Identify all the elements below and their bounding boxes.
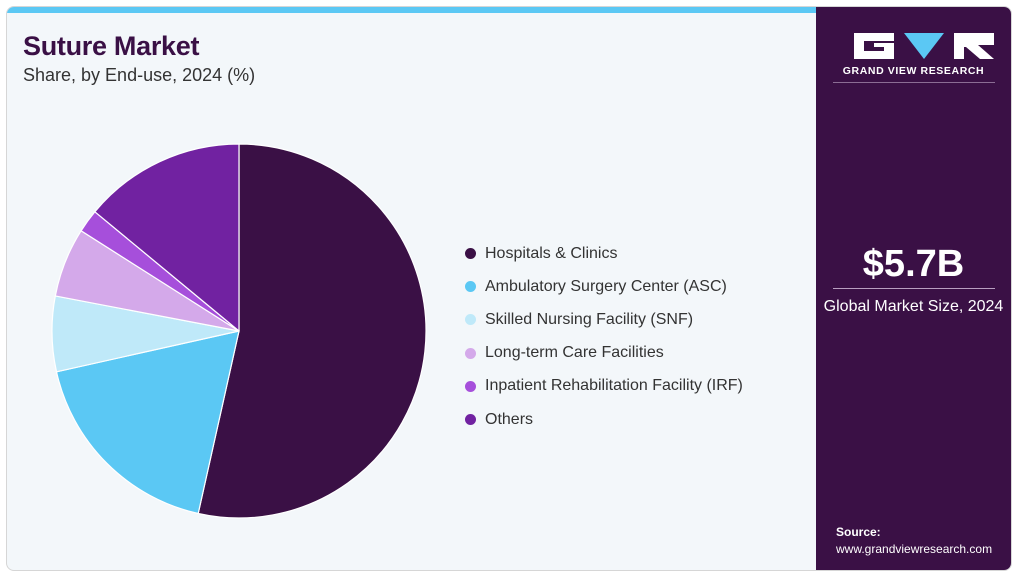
brand-name: GRAND VIEW RESEARCH <box>842 65 985 77</box>
legend-item: Inpatient Rehabilitation Facility (IRF) <box>465 370 743 403</box>
legend-item: Long-term Care Facilities <box>465 337 743 370</box>
chart-subtitle: Share, by End-use, 2024 (%) <box>23 65 256 85</box>
pie-slice <box>94 143 240 333</box>
pie-chart <box>51 143 427 519</box>
legend-label: Ambulatory Surgery Center (ASC) <box>485 277 727 295</box>
market-size-divider <box>833 288 995 289</box>
legend-label: Hospitals & Clinics <box>485 244 618 262</box>
legend-swatch <box>465 248 476 260</box>
market-size-value: $5.7B <box>862 243 965 285</box>
chart-legend: Hospitals & Clinics Ambulatory Surgery Ce… <box>465 237 743 436</box>
legend-swatch <box>465 281 476 293</box>
chart-title: Suture Market <box>23 31 200 61</box>
source-link[interactable]: www.grandviewresearch.com <box>836 542 993 556</box>
legend-label: Inpatient Rehabilitation Facility (IRF) <box>485 377 743 395</box>
legend-label: Others <box>485 410 534 428</box>
chart-card: Suture Market Share, by End-use, 2024 (%… <box>6 6 1012 571</box>
info-panel: GRAND VIEW RESEARCH $5.7B Global Market … <box>816 7 1011 570</box>
market-size-label: Global Market Size, 2024 <box>823 298 1004 315</box>
brand-divider <box>833 82 995 83</box>
legend-item: Skilled Nursing Facility (SNF) <box>465 303 743 336</box>
legend-label: Skilled Nursing Facility (SNF) <box>485 310 694 328</box>
legend-label: Long-term Care Facilities <box>485 344 664 362</box>
pie-slice <box>55 330 240 515</box>
legend-swatch <box>465 347 476 359</box>
legend-swatch <box>465 314 476 326</box>
legend-item: Others <box>465 403 743 436</box>
legend-swatch <box>465 380 476 392</box>
source-label: Source: <box>836 525 881 539</box>
legend-swatch <box>465 414 476 426</box>
gvr-logo-icon <box>854 33 994 59</box>
legend-item: Ambulatory Surgery Center (ASC) <box>465 270 743 303</box>
legend-item: Hospitals & Clinics <box>465 237 743 270</box>
accent-bar <box>7 7 816 13</box>
pie-slice <box>197 143 427 519</box>
